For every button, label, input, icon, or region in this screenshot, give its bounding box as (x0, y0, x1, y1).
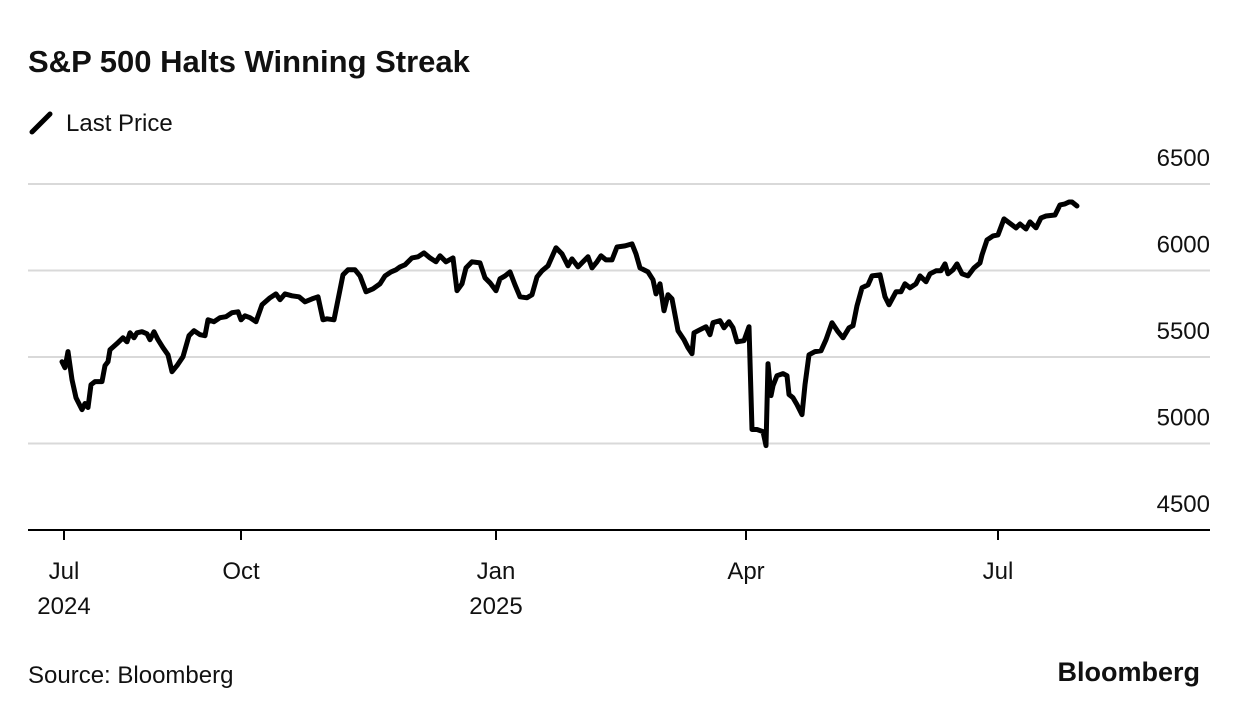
y-tick-label: 6500 (1157, 145, 1210, 172)
x-tick-label: Jul (983, 558, 1014, 585)
source: Source: Bloomberg (28, 662, 233, 689)
x-tick-label: Oct (222, 558, 260, 585)
x-tick-label: Apr (727, 558, 764, 585)
x-tick-year: 2025 (469, 593, 522, 620)
x-tick-label: Jul (49, 558, 80, 585)
y-tick-label: 5000 (1157, 405, 1210, 432)
legend-swatch (29, 111, 53, 135)
y-tick-label: 4500 (1157, 491, 1210, 518)
y-tick-label: 6000 (1157, 232, 1210, 259)
chart-title: S&P 500 Halts Winning Streak (28, 44, 471, 79)
y-tick-label: 5500 (1157, 318, 1210, 345)
price-line (59, 199, 1080, 449)
x-tick-year: 2024 (37, 593, 90, 620)
x-tick-label: Jan (477, 558, 516, 585)
brand: Bloomberg (1057, 657, 1200, 687)
legend-label: Last Price (66, 110, 173, 137)
